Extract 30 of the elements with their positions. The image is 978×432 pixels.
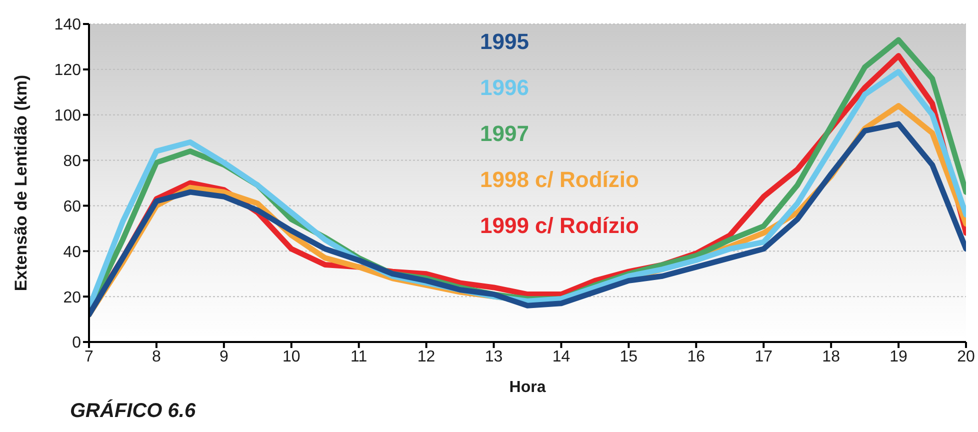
- x-tick-label: 15: [620, 348, 638, 366]
- x-tick-label: 11: [350, 348, 368, 366]
- x-tick-label: 17: [754, 348, 773, 366]
- y-tick-label: 20: [63, 289, 82, 306]
- x-tick-label: 12: [417, 348, 436, 366]
- text: GRÁFICO 6.6: [70, 400, 196, 423]
- y-axis-title: Extensão de Lentidão (km): [12, 74, 30, 292]
- y-tick-label: 140: [54, 16, 82, 34]
- series-label: 1999 c/ Rodízio: [480, 212, 639, 240]
- x-tick-label: 9: [219, 348, 228, 366]
- x-tick-label: 7: [84, 348, 94, 366]
- y-tick-label: 40: [63, 244, 82, 261]
- y-tick-label: 0: [72, 334, 82, 352]
- text: 1997: [480, 120, 530, 148]
- x-tick-label: 20: [957, 348, 975, 366]
- x-tick-label: 8: [152, 348, 162, 366]
- x-tick-label: 18: [822, 348, 840, 366]
- x-tick-label: 14: [552, 348, 570, 366]
- text: 1995: [480, 28, 530, 56]
- y-tick-label: 80: [63, 152, 82, 170]
- y-tick-label: 120: [54, 62, 82, 80]
- y-tick-label: 100: [54, 108, 82, 125]
- x-axis-title: Hora: [509, 379, 546, 396]
- x-tick-label: 13: [484, 348, 503, 366]
- x-tick-label: 16: [687, 348, 706, 366]
- text: 1998 c/ Rodízio: [480, 166, 639, 194]
- x-tick-label: 10: [282, 348, 300, 366]
- y-tick-label: 60: [63, 198, 82, 216]
- x-tick-label: 19: [890, 348, 908, 366]
- text: 1996: [480, 74, 530, 102]
